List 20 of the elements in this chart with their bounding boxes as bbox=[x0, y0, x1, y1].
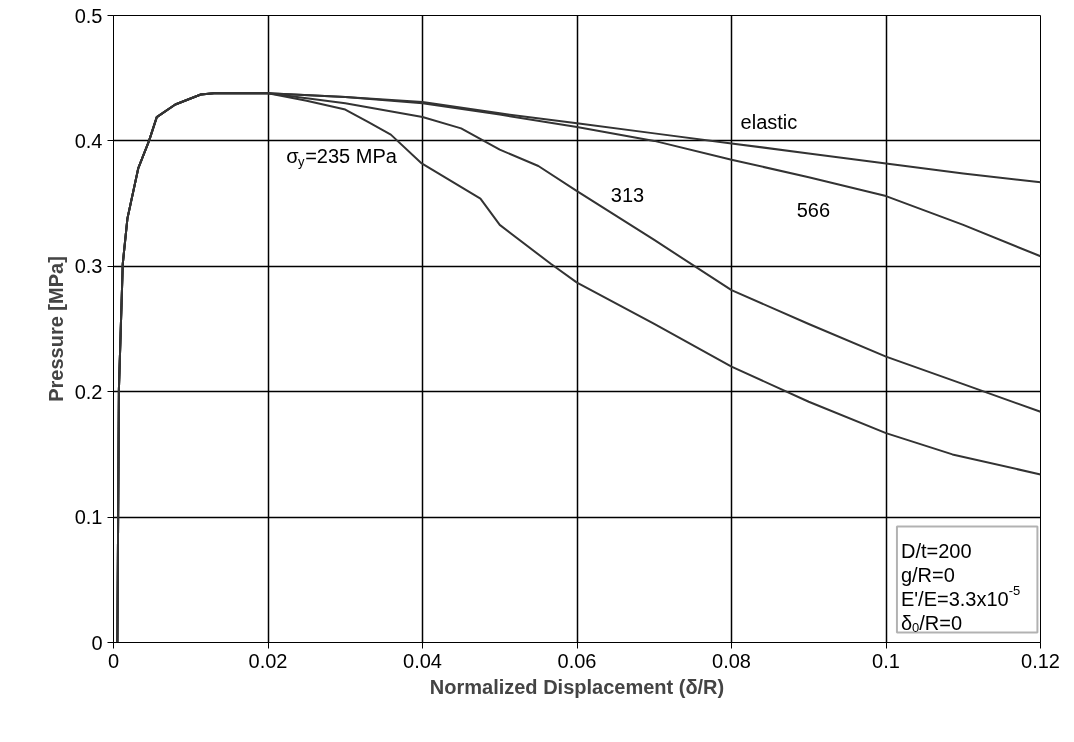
x-tick-label: 0.1 bbox=[872, 649, 900, 672]
x-tick-label: 0.12 bbox=[1021, 649, 1060, 672]
annotation: g/R=0 bbox=[900, 563, 955, 586]
x-tick-label: 0.06 bbox=[557, 649, 597, 672]
series-label: 566 bbox=[796, 199, 831, 222]
series-label: 313 bbox=[610, 183, 645, 206]
y-tick-label: 0.3 bbox=[74, 255, 103, 278]
y-tick-label: 0.1 bbox=[74, 506, 103, 529]
series-label: elastic bbox=[740, 110, 798, 133]
x-tick-label: 0.02 bbox=[248, 649, 288, 672]
x-tick-label: 0.04 bbox=[403, 649, 442, 672]
y-tick-label: 0.2 bbox=[74, 380, 103, 403]
y-axis-title: Pressure [MPa] bbox=[44, 256, 67, 402]
y-tick-label: 0.5 bbox=[74, 4, 103, 27]
y-tick-label: 0.4 bbox=[74, 129, 103, 152]
x-tick-label: 0 bbox=[107, 649, 120, 672]
annotation: D/t=200 bbox=[900, 539, 972, 562]
y-tick-label: 0 bbox=[91, 631, 103, 654]
x-axis-title: Normalized Displacement (δ/R) bbox=[429, 675, 725, 698]
x-tick-label: 0.08 bbox=[712, 649, 751, 672]
